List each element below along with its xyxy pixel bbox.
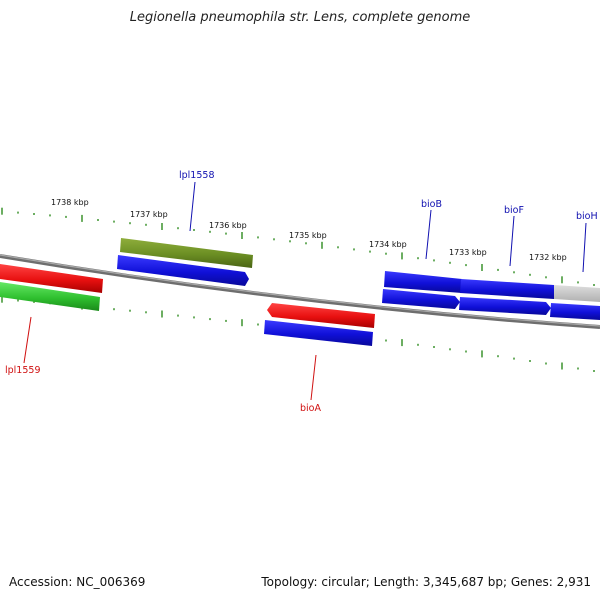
scale-label-1738: 1738 kbp [51, 198, 89, 207]
gene-reverse-blue[interactable] [264, 320, 373, 346]
gene-lpl1559-bar[interactable] [0, 264, 103, 293]
gene-label-bioB[interactable]: bioB [421, 199, 442, 210]
gene-bioB-bar[interactable] [384, 271, 462, 293]
scale-label-1735: 1735 kbp [289, 231, 327, 240]
leader-lpl1559 [23, 316, 32, 364]
genome-backbone [0, 254, 600, 329]
gene-forward-blue-4[interactable] [550, 303, 600, 320]
scale-label-1733: 1733 kbp [449, 248, 487, 257]
leader-bioF [509, 215, 515, 267]
scale-label-1734: 1734 kbp [369, 240, 407, 249]
leader-bioH [582, 222, 587, 273]
scale-label-1736: 1736 kbp [209, 221, 247, 230]
gene-bioA-bar[interactable] [267, 303, 375, 328]
gene-label-bioF[interactable]: bioF [504, 205, 524, 216]
map-title: Legionella pneumophila str. Lens, comple… [129, 10, 471, 25]
gene-forward-blue-3[interactable] [459, 297, 551, 315]
gene-label-bioH[interactable]: bioH [576, 211, 598, 222]
scale-label-1737: 1737 kbp [130, 210, 168, 219]
leader-lpl1558 [189, 181, 196, 232]
genome-backbone-highlight [0, 254, 600, 327]
gene-forward-blue-1[interactable] [117, 255, 249, 286]
scale-label-1732: 1732 kbp [529, 253, 567, 262]
accession-text: Accession: NC_006369 [9, 575, 146, 589]
gene-grey-bar[interactable] [554, 285, 600, 302]
gene-label-bioA[interactable]: bioA [300, 403, 321, 414]
gene-label-lpl1558[interactable]: lpl1558 [179, 170, 215, 181]
gene-forward-blue-2[interactable] [382, 289, 460, 309]
leader-bioA [310, 354, 317, 401]
topology-text: Topology: circular; Length: 3,345,687 bp… [261, 575, 591, 589]
gene-reverse-green[interactable] [0, 282, 100, 311]
leader-bioB [425, 209, 432, 260]
outer-scale-ticks [1, 207, 595, 286]
gene-bioF-bar[interactable] [460, 279, 554, 299]
gene-lpl1558-bar[interactable] [120, 238, 253, 268]
gene-label-lpl1559[interactable]: lpl1559 [5, 365, 41, 376]
